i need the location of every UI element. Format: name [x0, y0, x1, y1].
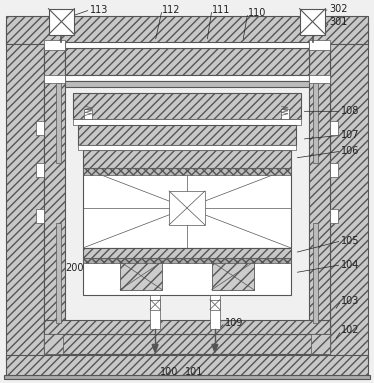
Bar	[79, 125, 295, 145]
Bar	[43, 334, 64, 354]
Bar	[120, 262, 162, 290]
Bar	[331, 163, 338, 177]
Bar	[83, 150, 291, 168]
Polygon shape	[212, 344, 218, 352]
Bar	[83, 248, 291, 258]
Bar	[65, 75, 309, 82]
Text: 200: 200	[65, 263, 84, 273]
Bar	[300, 9, 325, 34]
Bar	[309, 75, 331, 83]
Bar	[4, 375, 370, 379]
Bar	[36, 209, 43, 223]
Bar	[73, 119, 301, 125]
Bar	[83, 168, 291, 248]
Bar	[309, 39, 331, 49]
Bar	[313, 83, 318, 163]
Bar	[6, 16, 368, 44]
Text: 100: 100	[160, 367, 178, 377]
Text: 103: 103	[341, 296, 360, 306]
Text: 111: 111	[212, 5, 230, 15]
Text: 110: 110	[248, 8, 266, 18]
Bar	[36, 163, 43, 177]
Text: 302: 302	[329, 4, 348, 14]
Bar	[65, 47, 309, 75]
Bar	[83, 168, 291, 175]
Text: 105: 105	[341, 236, 360, 246]
Text: 101: 101	[185, 367, 203, 377]
Bar	[280, 109, 289, 119]
Text: 113: 113	[91, 5, 109, 15]
Bar	[43, 49, 65, 347]
Bar	[65, 82, 309, 87]
Text: 109: 109	[225, 318, 243, 327]
Bar	[43, 75, 65, 83]
Bar	[56, 223, 61, 322]
Text: 112: 112	[162, 5, 181, 15]
Bar	[309, 49, 331, 347]
Bar	[73, 93, 301, 119]
Bar	[85, 109, 92, 119]
Bar	[210, 295, 220, 329]
Text: 108: 108	[341, 106, 360, 116]
Bar	[150, 295, 160, 329]
Bar	[65, 42, 309, 47]
Bar	[212, 262, 254, 290]
Text: 301: 301	[329, 16, 348, 27]
Bar	[43, 319, 331, 334]
Bar	[210, 300, 220, 309]
Bar	[6, 355, 368, 377]
Text: 102: 102	[341, 326, 360, 336]
Bar	[79, 145, 295, 150]
Bar	[310, 334, 331, 354]
Bar	[43, 39, 65, 49]
Bar	[36, 121, 43, 135]
Bar	[43, 334, 331, 354]
Polygon shape	[152, 344, 158, 352]
Bar	[56, 83, 61, 163]
Bar	[6, 24, 43, 362]
Bar	[120, 262, 162, 290]
Text: 107: 107	[341, 130, 360, 140]
Bar	[331, 209, 338, 223]
Bar	[83, 258, 291, 263]
Bar	[150, 300, 160, 309]
Bar	[331, 24, 368, 362]
Bar	[83, 258, 291, 295]
Bar	[212, 262, 254, 290]
Text: 106: 106	[341, 146, 360, 156]
Bar	[169, 191, 205, 225]
Bar	[313, 223, 318, 322]
Bar	[331, 121, 338, 135]
Bar	[49, 9, 74, 34]
Text: 104: 104	[341, 260, 360, 270]
